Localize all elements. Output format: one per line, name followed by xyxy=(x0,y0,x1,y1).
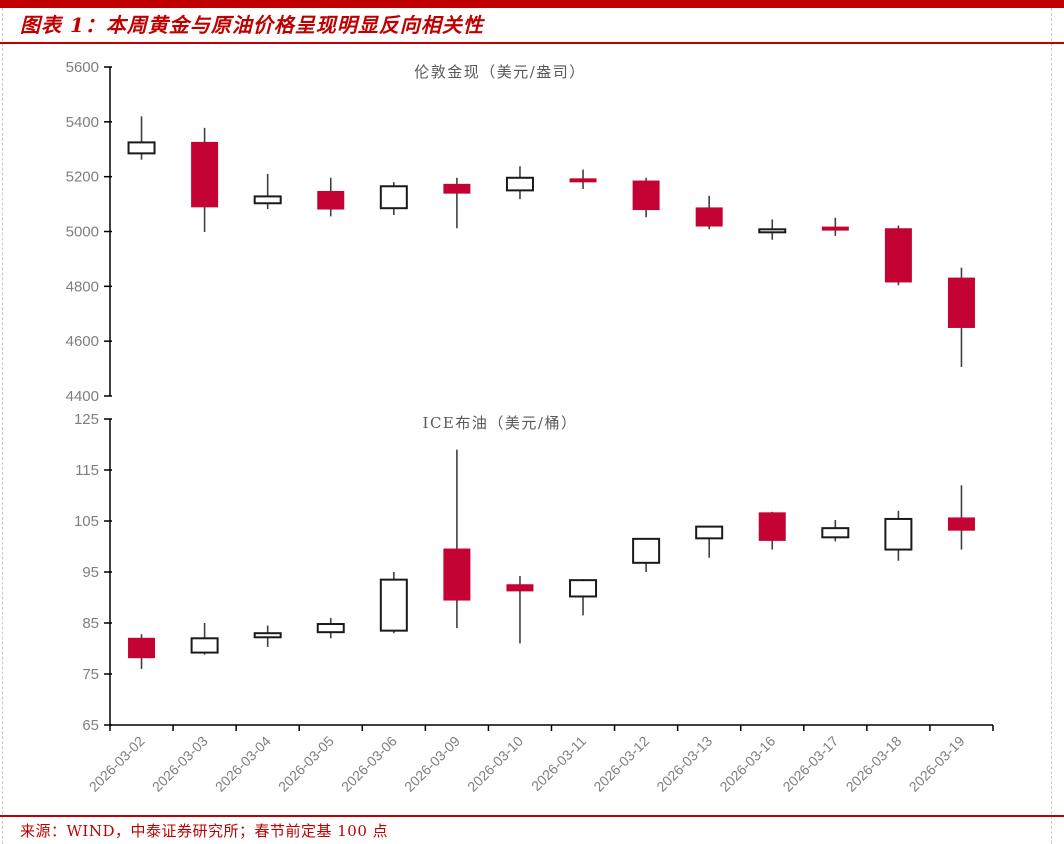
candle-2026-03-11 xyxy=(569,169,597,190)
candle-body-down xyxy=(947,277,975,328)
candle-body-up xyxy=(253,632,282,639)
candle-body-down xyxy=(506,584,534,592)
candle-2026-03-05 xyxy=(317,177,345,217)
x-date-label: 2026-03-11 xyxy=(528,733,589,794)
candle-2026-03-17 xyxy=(821,519,850,542)
candle-body-up xyxy=(821,527,850,539)
top-red-bar xyxy=(0,0,1064,8)
candle-2026-03-09 xyxy=(443,177,471,229)
candle-2026-03-17 xyxy=(821,217,849,236)
y-tick-label: 4400 xyxy=(66,388,99,405)
x-date-label: 2026-03-18 xyxy=(843,733,905,795)
candle-2026-03-05 xyxy=(316,617,345,639)
candle-2026-03-19 xyxy=(947,267,975,367)
panel-title: ICE布油（美元/桶） xyxy=(423,414,578,432)
candle-2026-03-13 xyxy=(695,525,724,558)
y-tick-label: 5600 xyxy=(66,59,99,76)
candle-body-up xyxy=(379,578,408,632)
y-tick-label: 75 xyxy=(82,666,99,683)
candle-2026-03-09 xyxy=(443,449,471,629)
candle-body-up xyxy=(316,623,345,634)
candle-body-down xyxy=(128,637,156,659)
candle-body-up xyxy=(884,517,913,551)
x-date-label: 2026-03-03 xyxy=(149,733,211,795)
x-date-label: 2026-03-10 xyxy=(464,733,526,795)
y-tick-label: 5200 xyxy=(66,169,99,186)
candle-2026-03-18 xyxy=(884,225,912,286)
candle-2026-03-04 xyxy=(253,173,282,210)
candle-body-down xyxy=(191,141,219,208)
candle-body-down xyxy=(758,512,786,541)
candle-body-up xyxy=(569,579,598,598)
candle-body-down xyxy=(695,207,723,227)
candle-2026-03-06 xyxy=(379,572,408,634)
candle-2026-03-12 xyxy=(632,537,661,572)
y-tick-label: 4600 xyxy=(66,333,99,350)
candle-2026-03-16 xyxy=(758,219,787,240)
gold-panel: 伦敦金现（美元/盎司） 4400 4600 4800 5000 5200 5400 5600 xyxy=(66,59,975,405)
left-dashed-border xyxy=(2,8,3,844)
candle-body-up xyxy=(253,195,282,205)
candle-body-up xyxy=(127,141,156,155)
footer-divider xyxy=(0,815,1064,817)
x-date-label: 2026-03-05 xyxy=(275,733,337,795)
candle-body-down xyxy=(884,228,912,283)
candle-2026-03-12 xyxy=(632,177,660,218)
y-tick-label: 125 xyxy=(74,411,99,428)
candle-2026-03-11 xyxy=(569,579,598,616)
candle-body-down xyxy=(569,178,597,183)
y-tick-label: 105 xyxy=(74,513,99,530)
y-tick-label: 115 xyxy=(75,462,99,479)
x-date-label: 2026-03-02 xyxy=(86,733,148,795)
y-tick-label: 95 xyxy=(82,564,99,581)
title-underline xyxy=(0,42,1064,44)
candle-2026-03-04 xyxy=(253,625,282,647)
candle-body-up xyxy=(632,537,661,564)
candle-body-up xyxy=(505,176,534,192)
candle-2026-03-13 xyxy=(695,195,723,230)
candle-body-down xyxy=(443,548,471,601)
x-date-label: 2026-03-12 xyxy=(590,733,652,795)
figure-title: 图表 1：本周黄金与原油价格呈现明显反向相关性 xyxy=(20,13,484,37)
right-dashed-border xyxy=(1051,8,1052,844)
panel-title: 伦敦金现（美元/盎司） xyxy=(414,63,586,81)
candle-body-down xyxy=(317,190,345,210)
y-tick-label: 5000 xyxy=(66,224,99,241)
x-date-label: 2026-03-06 xyxy=(338,733,400,795)
candle-2026-03-03 xyxy=(190,623,219,655)
candle-2026-03-03 xyxy=(191,127,219,233)
candle-2026-03-19 xyxy=(947,485,975,550)
candle-body-up xyxy=(758,228,787,234)
candle-body-up xyxy=(379,185,408,210)
candle-2026-03-10 xyxy=(506,576,534,644)
candle-2026-03-02 xyxy=(128,634,156,669)
y-tick-label: 4800 xyxy=(66,278,99,295)
x-date-label: 2026-03-09 xyxy=(401,733,463,795)
candle-2026-03-02 xyxy=(127,116,156,160)
x-date-label: 2026-03-16 xyxy=(716,733,778,795)
candle-body-down xyxy=(443,183,471,194)
candle-2026-03-10 xyxy=(505,166,534,200)
x-date-label: 2026-03-19 xyxy=(906,733,968,795)
candle-body-down xyxy=(821,226,849,231)
y-tick-label: 65 xyxy=(82,717,99,734)
candle-2026-03-16 xyxy=(758,511,786,550)
x-date-label: 2026-03-04 xyxy=(212,733,274,795)
x-date-label: 2026-03-13 xyxy=(653,733,715,795)
candle-body-down xyxy=(947,517,975,531)
candle-body-down xyxy=(632,180,660,211)
candle-body-up xyxy=(695,525,724,540)
x-date-label: 2026-03-17 xyxy=(779,733,841,795)
source-note: 来源：WIND，中泰证券研究所；春节前定基 100 点 xyxy=(20,822,389,840)
y-tick-label: 5400 xyxy=(66,114,99,131)
y-tick-label: 85 xyxy=(82,615,99,632)
candle-body-up xyxy=(190,637,219,654)
candle-2026-03-06 xyxy=(379,182,408,216)
candle-2026-03-18 xyxy=(884,510,913,561)
